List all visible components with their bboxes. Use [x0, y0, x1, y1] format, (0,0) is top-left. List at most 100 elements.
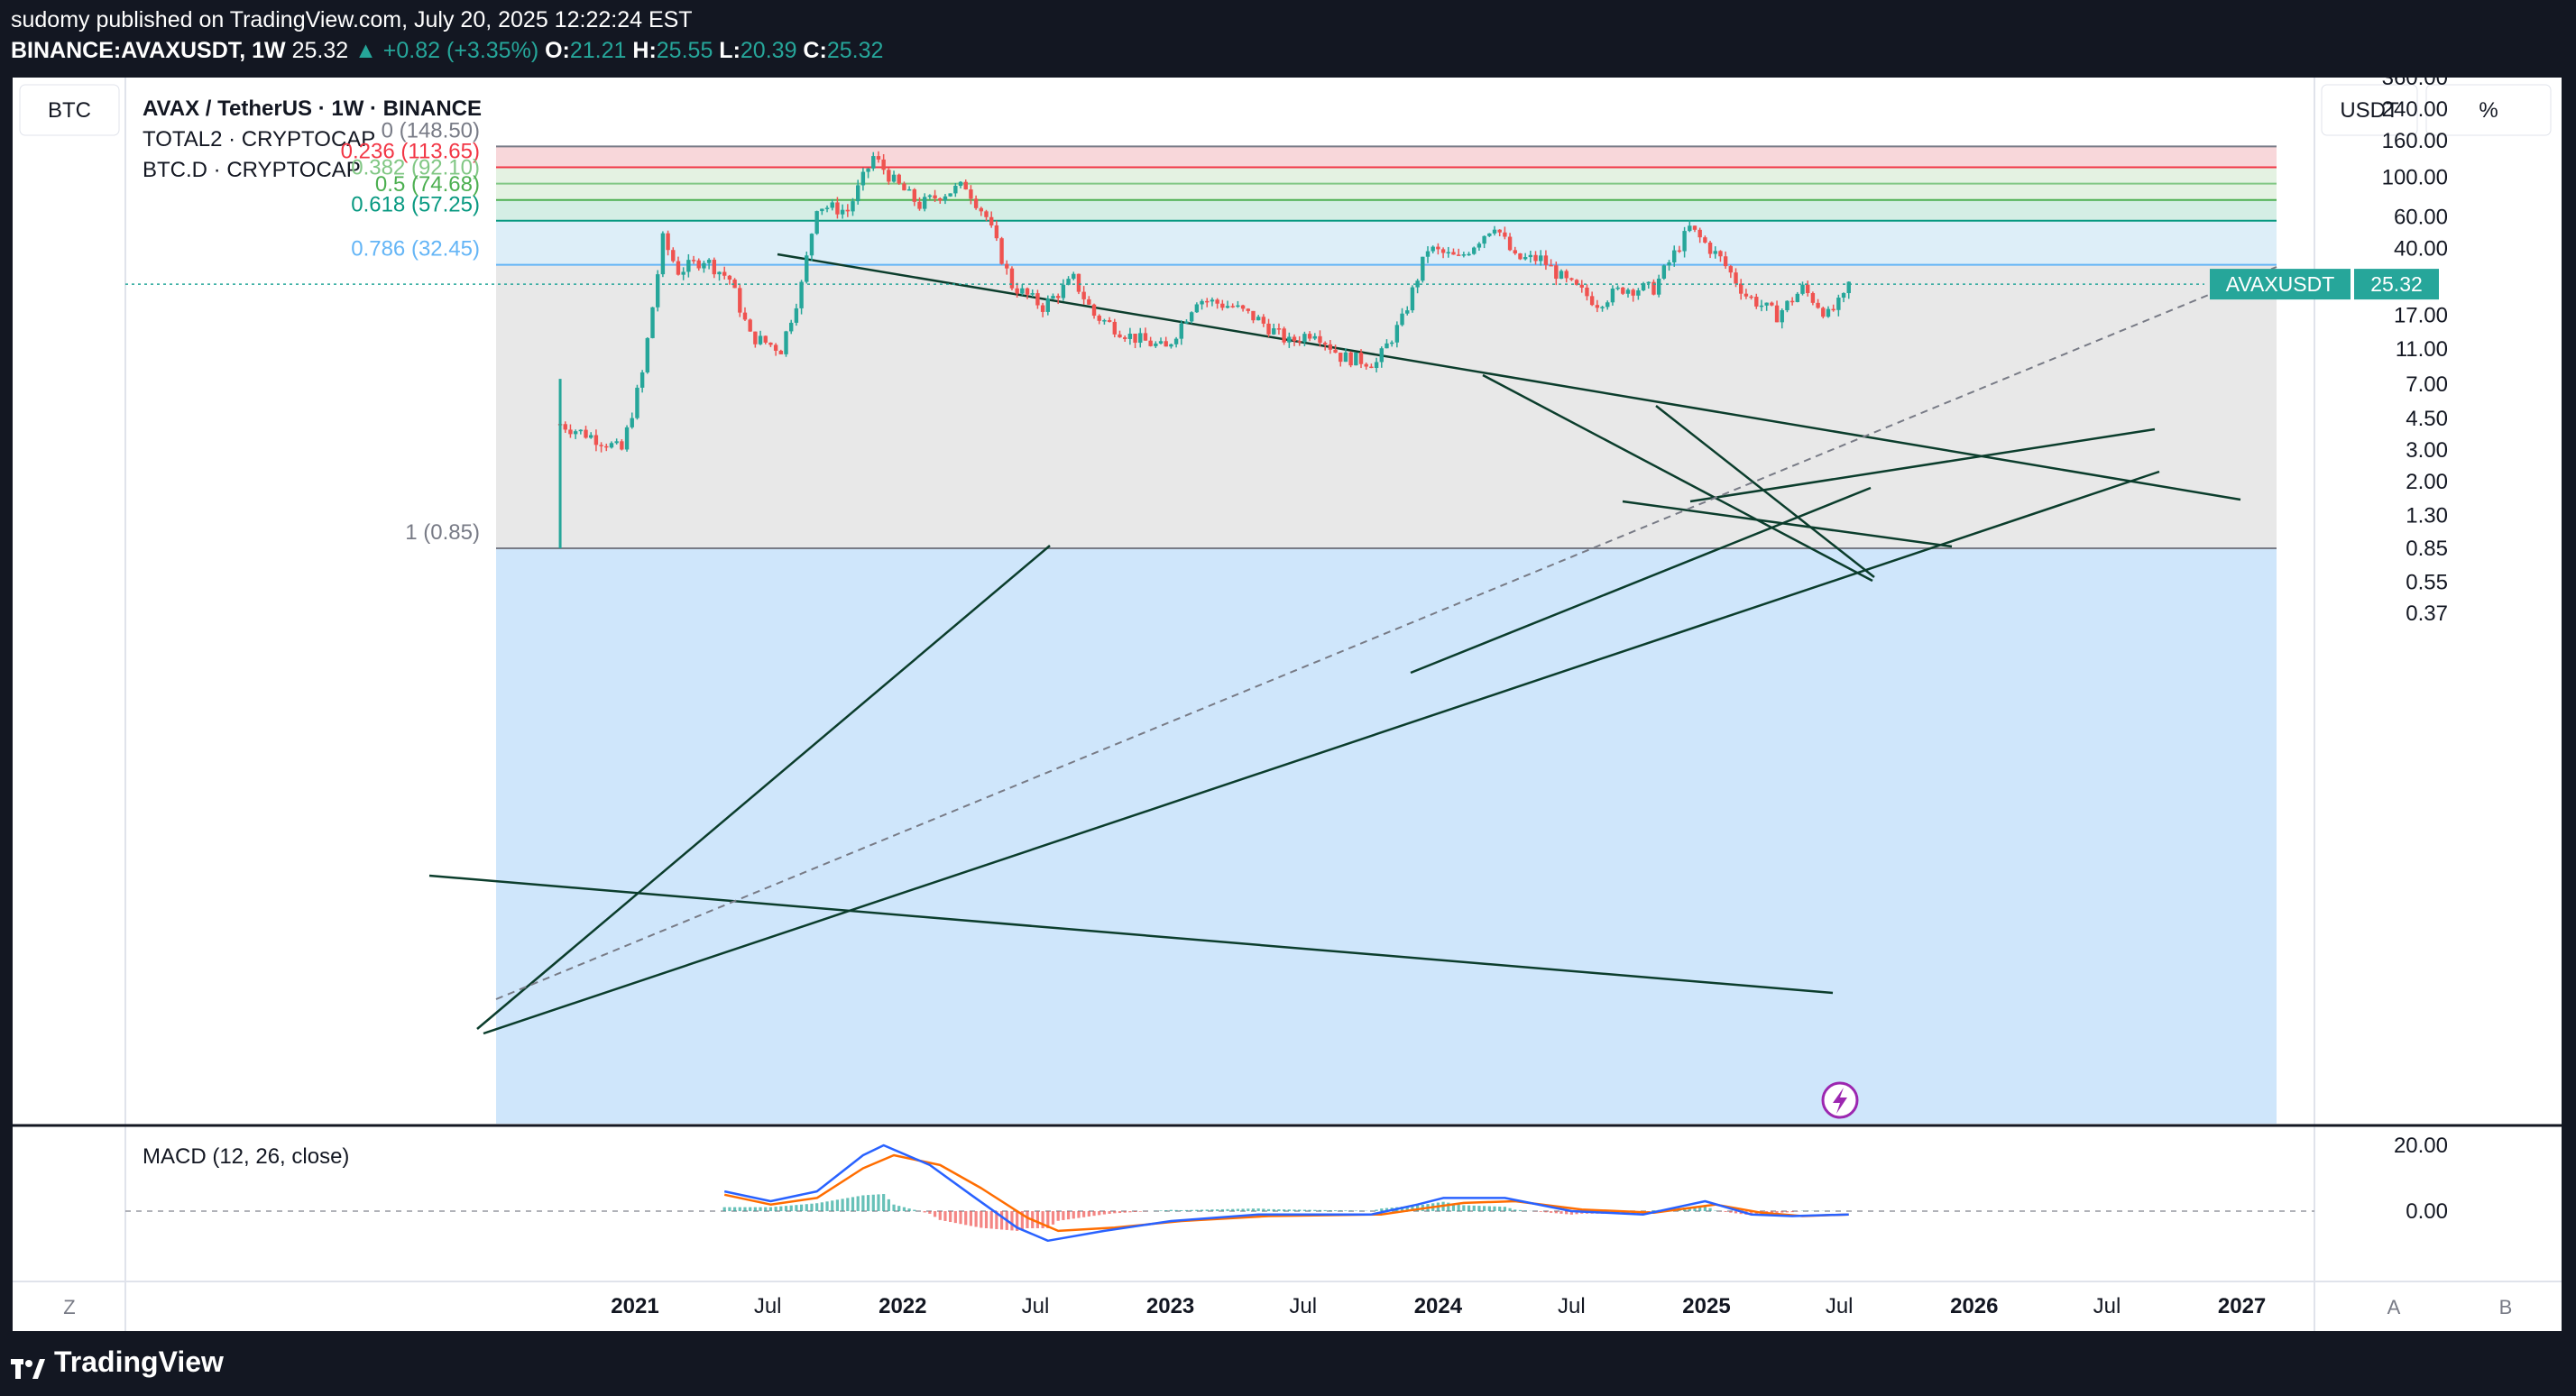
- candle-body: [722, 271, 727, 276]
- candle-body: [1369, 366, 1374, 369]
- candle-body: [1697, 229, 1702, 238]
- time-tick-6: 2024: [1414, 1294, 1463, 1318]
- candle-body: [635, 387, 639, 418]
- candle-body: [845, 209, 851, 212]
- candle-body: [1585, 287, 1589, 297]
- candle-body: [881, 159, 886, 170]
- candle-body: [1194, 304, 1200, 313]
- candle-body: [1040, 305, 1045, 312]
- candle-body: [1589, 296, 1595, 306]
- chart-frame[interactable]: BTC USDT % Z A B AVAX / TetherUS · 1W · …: [13, 78, 2562, 1331]
- candle-body: [676, 261, 681, 275]
- signal-line: [723, 1153, 1849, 1233]
- candle-body: [656, 274, 660, 308]
- candle-body: [1718, 251, 1723, 257]
- candle-body: [593, 435, 599, 445]
- candle-body: [609, 443, 614, 448]
- candle-body: [1173, 338, 1179, 344]
- candle-body: [1605, 302, 1610, 308]
- open-label: O:: [545, 38, 570, 63]
- candle-body: [1009, 268, 1015, 289]
- candle-body: [1138, 333, 1143, 344]
- candle-body: [584, 429, 588, 438]
- price-tick-4: 60.00: [2394, 206, 2448, 230]
- close-value: 25.32: [826, 38, 884, 63]
- candle-body: [814, 211, 819, 234]
- candle-body: [1261, 317, 1266, 324]
- candle-body: [1533, 254, 1538, 262]
- trendlines[interactable]: [428, 253, 2277, 1035]
- close-label: C:: [803, 38, 827, 63]
- candle-body: [1184, 321, 1189, 324]
- candle-body: [1302, 334, 1307, 343]
- candle-body: [1225, 306, 1230, 308]
- time-tick-4: 2023: [1146, 1294, 1194, 1318]
- candle-body: [1328, 344, 1333, 350]
- candle-body: [1810, 292, 1816, 303]
- time-axis: 2021 Jul 2022 Jul 2023 Jul 2024 Jul 2025 Jul 2026 J…: [611, 1294, 2266, 1318]
- time-tick-11: Jul: [2093, 1294, 2121, 1318]
- price-tick-14: 0.55: [2406, 571, 2448, 595]
- macd-legend[interactable]: MACD (12, 26, close): [143, 1144, 349, 1169]
- candle-body: [1487, 233, 1492, 236]
- b-button[interactable]: B: [2499, 1296, 2513, 1318]
- price-tick-7: 11.00: [2396, 337, 2448, 362]
- currency-button[interactable]: [2321, 84, 2418, 136]
- candle-body: [1220, 303, 1225, 308]
- tradingview-brand: TradingView: [54, 1345, 224, 1378]
- candle-body: [1713, 251, 1717, 254]
- candle-body: [1097, 316, 1101, 321]
- candle-body: [1728, 266, 1734, 273]
- candle-body: [1127, 334, 1133, 339]
- candle-body: [773, 344, 778, 351]
- tradingview-logo[interactable]: TradingView: [11, 1345, 224, 1379]
- trendline-7: [1410, 486, 1872, 675]
- candle-body: [1118, 334, 1122, 338]
- legend-overlay-btcd[interactable]: BTC.D · CRYPTOCAP: [143, 158, 361, 182]
- candle-body: [1087, 298, 1091, 305]
- candle-body: [1667, 262, 1671, 266]
- candle-body: [973, 198, 979, 208]
- candle-body: [568, 429, 573, 435]
- publisher-line: sudomy published on TradingView.com, Jul…: [11, 7, 693, 32]
- time-tick-8: 2025: [1682, 1294, 1730, 1318]
- macd-line: [723, 1143, 1849, 1243]
- candle-body: [1492, 229, 1497, 234]
- candle-body: [917, 201, 922, 209]
- fib-retracement[interactable]: 0 (148.50)0.236 (113.65)0.382 (92.10)0.5…: [341, 118, 2277, 1124]
- candle-body: [963, 181, 968, 190]
- fib-label-1: 1 (0.85): [405, 520, 480, 545]
- trendline-6: [483, 470, 2160, 1035]
- legend-overlay-total2[interactable]: TOTAL2 · CRYPTOCAP: [143, 127, 375, 152]
- fib-zone-extension: [496, 548, 2277, 1124]
- candle-body: [1072, 273, 1076, 280]
- candle-body: [1400, 313, 1404, 326]
- z-button[interactable]: Z: [63, 1296, 75, 1318]
- fib-zone-5: [496, 264, 2277, 548]
- candle-body: [1595, 305, 1600, 308]
- last-price-symbol: AVAXUSDT: [2226, 272, 2335, 296]
- macd-pane: [125, 1143, 2314, 1243]
- candle-body: [1615, 287, 1620, 289]
- a-button[interactable]: A: [2387, 1296, 2401, 1318]
- candle-body: [1440, 249, 1446, 253]
- candle-body: [1641, 283, 1646, 290]
- candle-body: [1816, 302, 1820, 308]
- btc-button[interactable]: [19, 84, 120, 136]
- candle-body: [1205, 300, 1210, 303]
- candle-body: [1467, 253, 1471, 256]
- price-tick-2: 160.00: [2382, 129, 2448, 153]
- candle-body: [1081, 291, 1086, 299]
- legend-main-series[interactable]: AVAX / TetherUS · 1W · BINANCE: [143, 96, 482, 121]
- lightning-icon[interactable]: [1821, 1081, 1859, 1119]
- candle-body: [1677, 250, 1682, 253]
- candle-body: [794, 308, 799, 323]
- candle-body: [1739, 283, 1743, 294]
- candle-body: [1358, 352, 1364, 364]
- candle-body: [1734, 272, 1738, 284]
- candle-body: [1045, 298, 1050, 312]
- low-label: L:: [719, 38, 741, 63]
- candle-body: [1354, 352, 1358, 366]
- price-chart[interactable]: BTC USDT % Z A B AVAX / TetherUS · 1W · …: [13, 78, 2562, 1331]
- percent-button[interactable]: [2425, 84, 2552, 136]
